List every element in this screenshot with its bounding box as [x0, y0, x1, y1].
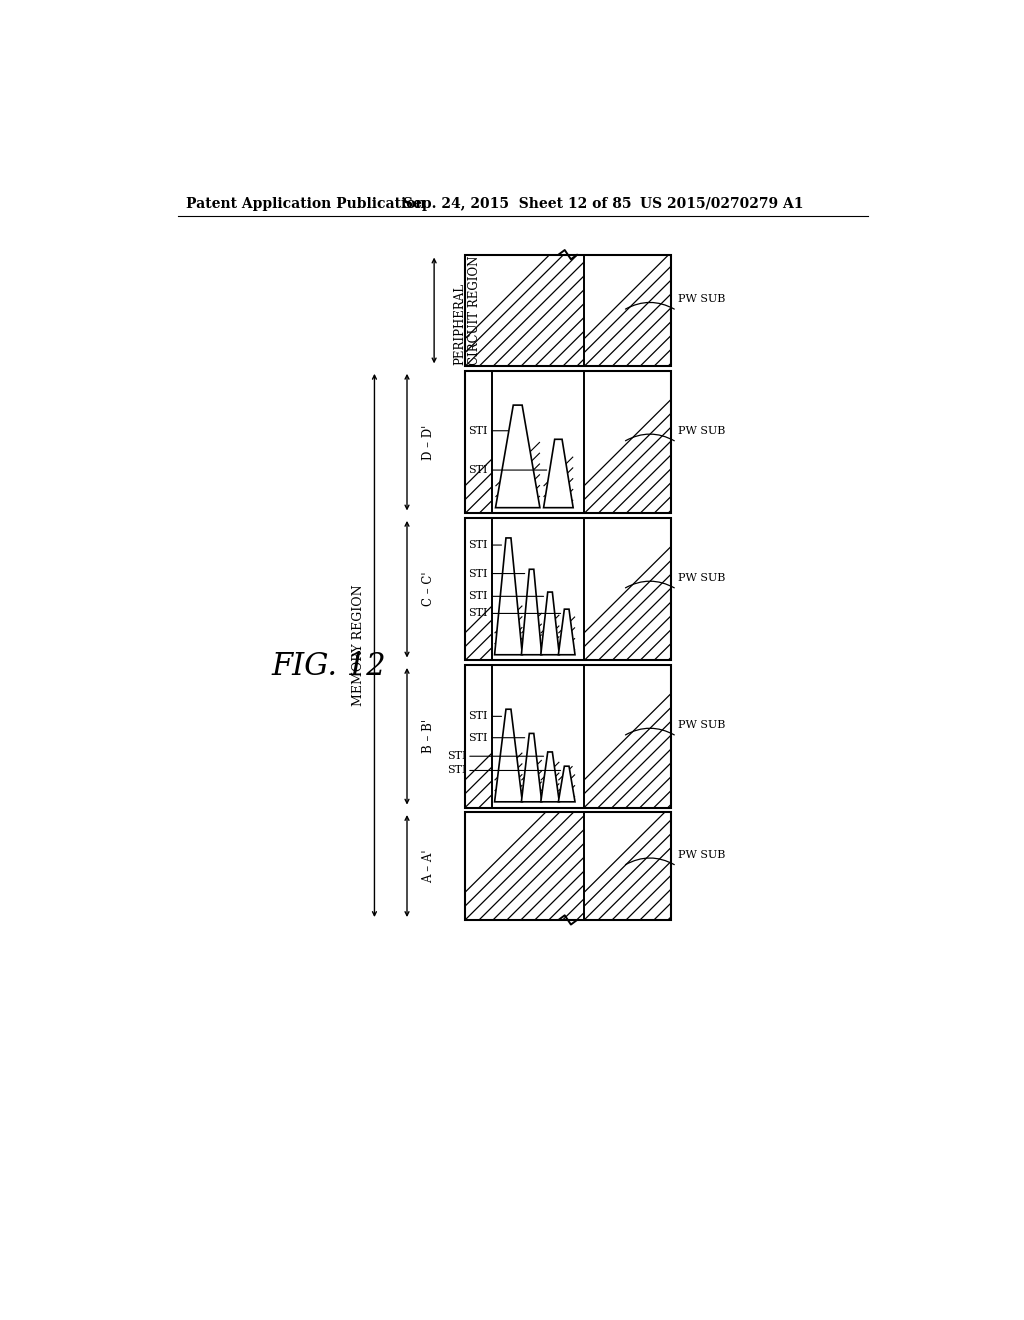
Text: STI: STI	[468, 465, 488, 475]
Text: B – B': B – B'	[423, 719, 435, 754]
Polygon shape	[495, 709, 522, 801]
Text: D – D': D – D'	[423, 425, 435, 459]
Text: STI: STI	[468, 711, 488, 721]
Polygon shape	[521, 569, 542, 655]
Text: PW SUB: PW SUB	[678, 850, 726, 859]
Text: STI: STI	[468, 591, 488, 602]
Polygon shape	[541, 752, 559, 801]
Text: MEMORY REGION: MEMORY REGION	[351, 585, 365, 706]
Text: Sep. 24, 2015  Sheet 12 of 85: Sep. 24, 2015 Sheet 12 of 85	[403, 197, 632, 211]
Text: STI: STI	[446, 751, 466, 762]
Polygon shape	[558, 609, 575, 655]
Text: PERIPHERAL
CIRCUIT REGION: PERIPHERAL CIRCUIT REGION	[454, 256, 480, 366]
Text: STI: STI	[468, 426, 488, 436]
Text: PW SUB: PW SUB	[678, 573, 726, 583]
Polygon shape	[521, 734, 542, 801]
Polygon shape	[544, 440, 573, 508]
Text: PW SUB: PW SUB	[678, 426, 726, 436]
Text: A – A': A – A'	[423, 849, 435, 883]
Text: C – C': C – C'	[423, 572, 435, 606]
Text: STI: STI	[468, 540, 488, 550]
Text: STI: STI	[468, 733, 488, 743]
Polygon shape	[541, 593, 559, 655]
Polygon shape	[495, 539, 522, 655]
Polygon shape	[496, 405, 540, 508]
Polygon shape	[558, 766, 575, 801]
Text: STI: STI	[468, 569, 488, 578]
Text: STI: STI	[468, 609, 488, 619]
Text: US 2015/0270279 A1: US 2015/0270279 A1	[640, 197, 803, 211]
Text: PW SUB: PW SUB	[678, 721, 726, 730]
Text: PW SUB: PW SUB	[678, 294, 726, 305]
Text: STI: STI	[446, 766, 466, 775]
Text: Patent Application Publication: Patent Application Publication	[186, 197, 426, 211]
Text: FIG. 12: FIG. 12	[271, 652, 386, 682]
